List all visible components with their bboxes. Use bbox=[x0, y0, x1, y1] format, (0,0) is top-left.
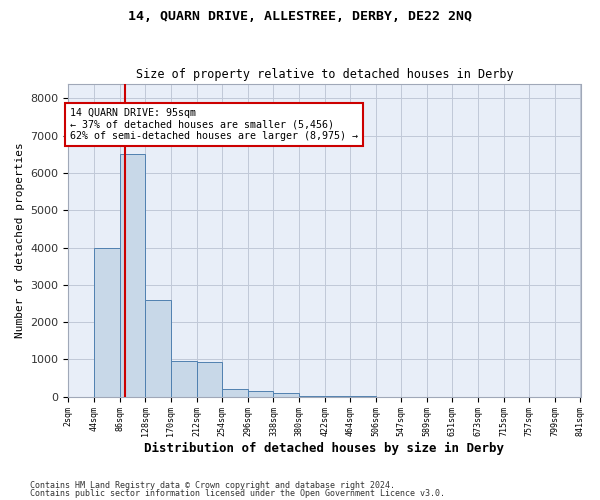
Text: 14, QUARN DRIVE, ALLESTREE, DERBY, DE22 2NQ: 14, QUARN DRIVE, ALLESTREE, DERBY, DE22 … bbox=[128, 10, 472, 23]
Text: Contains public sector information licensed under the Open Government Licence v3: Contains public sector information licen… bbox=[30, 488, 445, 498]
Bar bbox=[145, 300, 171, 396]
Y-axis label: Number of detached properties: Number of detached properties bbox=[15, 142, 25, 338]
Bar bbox=[119, 154, 145, 396]
X-axis label: Distribution of detached houses by size in Derby: Distribution of detached houses by size … bbox=[145, 442, 505, 455]
Text: Contains HM Land Registry data © Crown copyright and database right 2024.: Contains HM Land Registry data © Crown c… bbox=[30, 481, 395, 490]
Text: 14 QUARN DRIVE: 95sqm
← 37% of detached houses are smaller (5,456)
62% of semi-d: 14 QUARN DRIVE: 95sqm ← 37% of detached … bbox=[70, 108, 358, 141]
Bar bbox=[222, 389, 248, 396]
Bar bbox=[248, 391, 274, 396]
Title: Size of property relative to detached houses in Derby: Size of property relative to detached ho… bbox=[136, 68, 513, 81]
Bar bbox=[274, 393, 299, 396]
Bar bbox=[197, 362, 222, 396]
Bar bbox=[94, 248, 119, 396]
Bar bbox=[171, 361, 197, 396]
